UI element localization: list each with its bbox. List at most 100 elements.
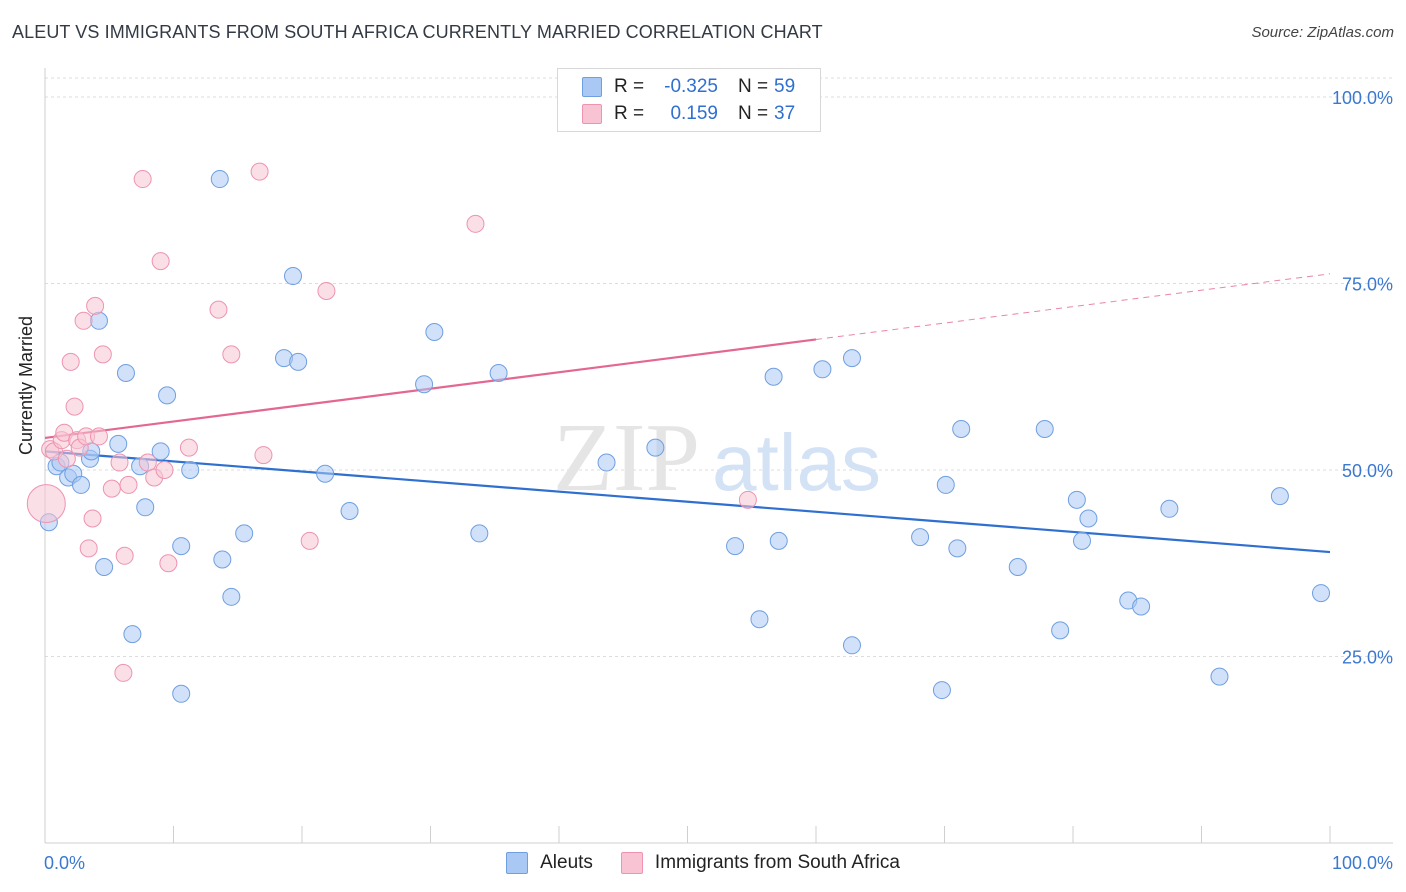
series-legend-item-south-africa[interactable]: Immigrants from South Africa (620, 852, 900, 874)
point-south-africa (83, 509, 102, 528)
point-south-africa (119, 475, 138, 494)
series-legend-item-aleuts[interactable]: Aleuts (506, 852, 593, 874)
point-south-africa (114, 663, 133, 682)
y-tick-label: 25.0% (1342, 648, 1393, 668)
legend-n-value: 59 (774, 76, 796, 97)
x-tick-label: 0.0% (44, 853, 85, 873)
tick-labels: 25.0% 50.0% 75.0% 100.0% 0.0% 100.0% (44, 88, 1393, 873)
point-aleuts (813, 360, 832, 379)
data-points (26, 162, 1331, 703)
point-south-africa (151, 252, 170, 271)
watermark-atlas: atlas (712, 418, 881, 507)
point-aleuts (1067, 490, 1086, 509)
point-aleuts (109, 434, 128, 453)
x-tick-label: 100.0% (1332, 853, 1393, 873)
point-south-africa (300, 531, 319, 550)
legend-r-value: 0.159 (670, 103, 718, 124)
legend-r-label: R = (614, 103, 645, 124)
point-south-africa (317, 281, 336, 300)
point-aleuts (210, 170, 229, 189)
legend-n-label: N = (738, 76, 769, 97)
point-south-africa (250, 162, 269, 181)
point-aleuts (151, 442, 170, 461)
point-south-africa (102, 479, 121, 498)
point-aleuts (1051, 621, 1070, 640)
legend-r-value: -0.325 (664, 76, 718, 97)
point-south-africa (115, 546, 134, 565)
point-aleuts (172, 537, 191, 556)
legend-n-label: N = (738, 103, 769, 124)
point-south-africa (65, 397, 84, 416)
point-south-africa (79, 539, 98, 558)
y-tick-label: 75.0% (1342, 275, 1393, 295)
point-aleuts (952, 419, 971, 438)
point-aleuts (646, 438, 665, 457)
point-aleuts (1072, 531, 1091, 550)
legend-row-aleuts: R = -0.325 N = 59 (582, 74, 795, 100)
point-aleuts (911, 528, 930, 547)
point-aleuts (842, 349, 861, 368)
watermark-zip: ZIP (553, 404, 700, 512)
y-tick-label: 100.0% (1332, 88, 1393, 108)
point-aleuts (235, 524, 254, 543)
point-aleuts (1210, 667, 1229, 686)
point-aleuts (769, 531, 788, 550)
point-aleuts (284, 267, 303, 286)
point-aleuts (316, 464, 335, 483)
point-aleuts (172, 684, 191, 703)
legend-row-south-africa: R = 0.159 N = 37 (582, 101, 795, 127)
series-swatch-blue (506, 852, 529, 874)
point-aleuts (340, 502, 359, 521)
chart-source: Source: ZipAtlas.com (1251, 24, 1394, 41)
point-aleuts (842, 636, 861, 655)
point-aleuts (1312, 584, 1331, 603)
point-aleuts (123, 625, 142, 644)
point-south-africa (138, 453, 157, 472)
point-aleuts (89, 311, 108, 330)
point-aleuts (415, 375, 434, 394)
legend-swatch-blue (582, 77, 602, 97)
point-south-africa (133, 170, 152, 189)
point-south-africa (179, 438, 198, 457)
point-south-africa (61, 352, 80, 371)
point-south-africa (155, 461, 174, 479)
point-aleuts (1079, 509, 1098, 528)
y-tick-label: 50.0% (1342, 461, 1393, 481)
point-south-africa (57, 449, 76, 468)
point-aleuts (181, 461, 200, 479)
point-south-africa (110, 453, 129, 472)
y-axis-label: Currently Married (16, 315, 36, 455)
point-aleuts (470, 524, 489, 543)
point-south-africa (93, 345, 112, 364)
point-aleuts (750, 610, 769, 629)
point-aleuts (116, 364, 135, 383)
series-legend: Aleuts Immigrants from South Africa (0, 852, 1406, 874)
watermark: ZIP atlas (553, 404, 881, 512)
point-aleuts (936, 475, 955, 494)
point-aleuts (222, 587, 241, 606)
series-legend-label: Immigrants from South Africa (654, 852, 900, 873)
trend-line-extension (815, 273, 1331, 340)
point-aleuts (726, 537, 745, 556)
point-aleuts (1035, 419, 1054, 438)
point-aleuts (425, 322, 444, 341)
point-south-africa (209, 300, 228, 319)
point-south-africa (466, 214, 485, 233)
point-aleuts (597, 453, 616, 472)
series-legend-label: Aleuts (540, 852, 593, 873)
point-aleuts (71, 475, 90, 494)
point-aleuts (158, 386, 177, 405)
point-aleuts (1270, 487, 1289, 506)
point-aleuts (948, 539, 967, 558)
series-swatch-pink (620, 852, 643, 874)
legend-n-value: 37 (774, 103, 796, 124)
point-south-africa (86, 296, 105, 315)
point-south-africa (74, 311, 93, 330)
point-south-africa (254, 446, 273, 465)
stats-legend: R = -0.325 N = 59 R = 0.159 N = 37 (557, 68, 821, 132)
point-aleuts (764, 367, 783, 386)
chart-title: ALEUT VS IMMIGRANTS FROM SOUTH AFRICA CU… (12, 22, 823, 42)
point-aleuts (932, 681, 951, 700)
point-south-africa (26, 484, 66, 524)
